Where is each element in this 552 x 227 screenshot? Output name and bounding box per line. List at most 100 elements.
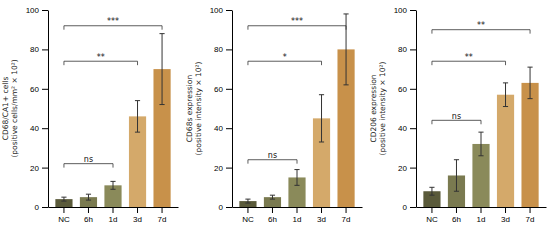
y-tick-mark	[226, 207, 232, 208]
y-tick-label: 80	[214, 45, 223, 54]
y-tick-mark	[42, 49, 48, 50]
error-bar	[159, 34, 164, 105]
x-tick: 7d	[526, 207, 535, 224]
panel: ns*****020406080100NC6h1d3d7dCD68/CA1+ c…	[1, 6, 179, 224]
y-axis-line	[48, 11, 49, 208]
significance-label: ***	[107, 17, 119, 26]
y-tick-label: 100	[394, 6, 408, 15]
y-tick-label: 20	[398, 164, 407, 173]
panel: ns ** ** 0 20 40 60 80 100 NC 6h 1d 3d 7d CD206 expres…	[369, 6, 547, 224]
y-axis-title-line: CD206 expression	[369, 74, 378, 142]
significance-bracket	[248, 61, 322, 65]
y-axis-title: CD68/CA1+ cells(positive cells/mm² × 10²…	[1, 59, 19, 157]
significance-bracket	[64, 164, 113, 168]
x-tick-mark	[297, 207, 298, 213]
y-tick-label: 20	[214, 164, 223, 173]
y-tick-mark	[410, 89, 416, 90]
x-tick: 7d	[342, 207, 351, 224]
x-axis: NC 6h 1d 3d 7d	[417, 207, 547, 224]
plot-area	[55, 26, 170, 207]
y-tick-mark	[410, 49, 416, 50]
x-tick: 1d	[477, 207, 486, 224]
x-tick-label: 6h	[84, 215, 93, 224]
x-tick-mark	[456, 207, 457, 213]
error-bar	[86, 194, 91, 200]
y-tick: 40	[30, 124, 48, 133]
x-tick: 3d	[133, 207, 142, 224]
y-tick-label: 0	[219, 203, 224, 212]
significance-label: ns	[268, 151, 277, 160]
y-tick-mark	[410, 207, 416, 208]
y-axis-title-line: CD68s expression	[185, 75, 194, 143]
y-tick: 0	[403, 203, 416, 212]
y-tick-label: 100	[26, 6, 40, 15]
panel: ns****020406080100NC6h1d3d7dCD68s expres…	[185, 6, 363, 224]
y-tick-mark	[226, 89, 232, 90]
x-tick-mark	[113, 207, 114, 213]
significance-label: ns	[84, 155, 93, 164]
plot-area	[239, 14, 354, 207]
y-tick: 40	[398, 124, 416, 133]
bar	[497, 95, 514, 207]
x-tick-label: 3d	[317, 215, 326, 224]
x-tick-label: NC	[242, 215, 254, 224]
x-tick-label: 7d	[158, 215, 167, 224]
y-tick: 0	[219, 203, 232, 212]
x-tick-mark	[321, 207, 322, 213]
y-tick: 60	[30, 85, 48, 94]
x-tick-label: 3d	[501, 215, 510, 224]
x-tick-label: 6h	[452, 215, 461, 224]
significance-bracket	[432, 30, 530, 34]
y-axis-title-line: (positive intensity × 10²)	[194, 62, 203, 156]
y-axis-title-line: CD68/CA1+ cells	[1, 77, 10, 141]
y-tick-label: 60	[214, 85, 223, 94]
figure: ns*****020406080100NC6h1d3d7dCD68/CA1+ c…	[0, 0, 552, 227]
y-axis-title-line: (positive cells/mm² × 10²)	[10, 59, 19, 157]
y-tick-mark	[226, 49, 232, 50]
error-bar	[478, 132, 483, 156]
x-tick-label: 1d	[477, 215, 486, 224]
y-tick-mark	[42, 89, 48, 90]
y-tick-label: 0	[35, 203, 40, 212]
significance-label: *	[283, 53, 287, 62]
y-tick-mark	[42, 207, 48, 208]
x-tick: 1d	[293, 207, 302, 224]
error-bar	[503, 83, 508, 107]
x-tick: 7d	[158, 207, 167, 224]
x-tick-mark	[505, 207, 506, 213]
y-tick: 0	[35, 203, 48, 212]
x-tick-label: 7d	[342, 215, 351, 224]
x-tick-label: NC	[426, 215, 438, 224]
x-tick-mark	[137, 207, 138, 213]
error-bar	[454, 160, 459, 192]
y-tick-mark	[226, 168, 232, 169]
error-bar	[527, 67, 532, 99]
significance-label: **	[465, 53, 473, 62]
error-bar	[343, 14, 348, 85]
y-tick-label: 40	[214, 124, 223, 133]
x-tick: 3d	[317, 207, 326, 224]
error-bar	[61, 197, 66, 201]
bar	[521, 83, 538, 207]
x-tick-label: 6h	[268, 215, 277, 224]
y-tick-label: 80	[398, 45, 407, 54]
y-tick: 40	[214, 124, 232, 133]
error-bar	[270, 195, 275, 199]
x-tick-label: 7d	[526, 215, 535, 224]
y-tick-mark	[226, 128, 232, 129]
y-tick-label: 60	[398, 85, 407, 94]
significance-label: ns	[452, 112, 461, 121]
y-tick-label: 40	[30, 124, 39, 133]
y-tick-label: 20	[30, 164, 39, 173]
significance-bracket	[248, 160, 297, 164]
significance-label: **	[477, 21, 485, 30]
error-bar	[294, 170, 299, 186]
y-tick: 20	[30, 164, 48, 173]
x-tick: NC	[242, 207, 254, 224]
x-tick: 6h	[84, 207, 93, 224]
error-bar	[110, 181, 115, 189]
y-tick-mark	[410, 128, 416, 129]
y-tick-mark	[410, 10, 416, 11]
y-axis-line	[232, 11, 233, 208]
y-axis-title: CD68s expression(positive intensity × 10…	[185, 62, 203, 156]
